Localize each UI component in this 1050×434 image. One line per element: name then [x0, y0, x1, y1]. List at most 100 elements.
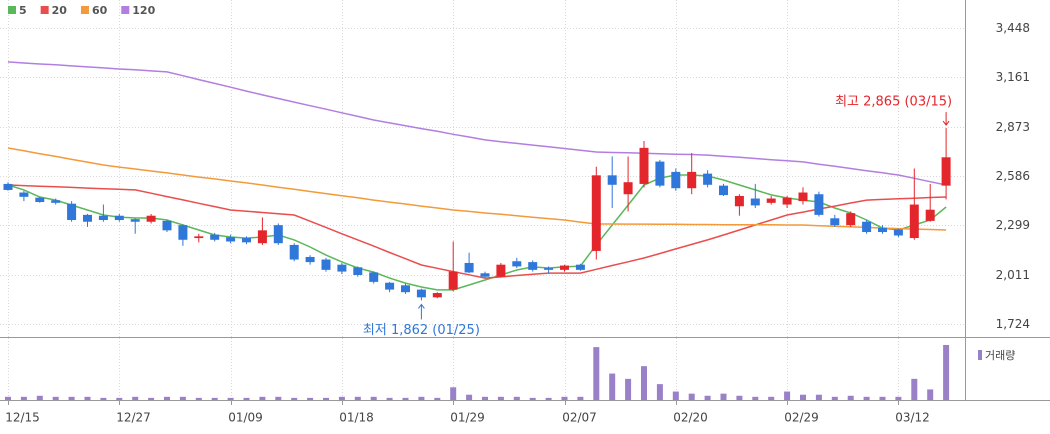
volume-bar	[291, 397, 298, 400]
candle-body	[416, 289, 426, 298]
candle-body	[830, 218, 840, 226]
volume-bar	[386, 397, 393, 400]
volume-bar	[529, 397, 536, 400]
volume-bar	[5, 396, 11, 400]
volume-bar	[307, 397, 314, 400]
volume-bar	[879, 396, 886, 400]
candle-body	[846, 213, 856, 226]
volume-bar	[370, 396, 377, 400]
volume-bar	[720, 393, 727, 400]
candle-body	[35, 197, 45, 202]
candle-body	[719, 185, 728, 196]
volume-bar	[895, 396, 902, 400]
candle-body	[878, 227, 887, 233]
candle-body	[130, 219, 140, 222]
volume-bar	[831, 396, 838, 400]
x-tick-label: 12/15	[5, 411, 40, 425]
candle-body	[19, 192, 29, 197]
y-tick-label: 3,161	[996, 70, 1030, 84]
y-tick-label: 1,724	[996, 317, 1030, 331]
candle-body	[766, 198, 776, 203]
volume-bar	[513, 396, 520, 400]
candle-body	[242, 238, 251, 243]
legend-swatch	[40, 6, 49, 14]
moving-average-line	[7, 61, 947, 186]
volume-bar	[672, 391, 679, 400]
volume-bar	[338, 396, 345, 400]
candle-body	[671, 171, 681, 189]
volume-bar	[545, 397, 552, 400]
candle-body	[146, 215, 156, 222]
volume-bar	[84, 396, 91, 400]
moving-average-line	[7, 184, 947, 279]
volume-bar	[482, 396, 488, 400]
x-tick-label: 02/20	[673, 411, 708, 425]
candle-body	[814, 194, 824, 215]
volume-bar	[402, 397, 409, 400]
candle-body	[925, 209, 935, 221]
candle-body	[528, 262, 538, 270]
volume-bar	[195, 397, 202, 400]
candle-body	[655, 161, 665, 186]
legend-label: 120	[132, 4, 155, 17]
volume-bar	[132, 396, 139, 400]
volume-bar	[943, 345, 950, 400]
volume-bar	[752, 396, 759, 400]
candle-body	[560, 265, 569, 270]
y-tick-label: 2,299	[996, 218, 1030, 232]
candle-body	[623, 182, 633, 195]
candle-body	[51, 200, 61, 203]
volume-bar	[100, 397, 107, 400]
volume-bar	[354, 396, 361, 400]
low-arrow	[418, 303, 425, 320]
x-tick-label: 02/07	[562, 411, 597, 425]
volume-bar	[497, 396, 504, 400]
volume-bar	[243, 397, 250, 400]
y-tick-label: 2,586	[996, 169, 1030, 183]
volume-bar	[164, 396, 170, 400]
candle-body	[480, 273, 490, 277]
candle-body	[432, 293, 442, 298]
volume-legend-swatch	[978, 350, 982, 360]
candle-body	[194, 236, 204, 239]
volume-bar	[641, 366, 647, 400]
volume-legend-label: 거래량	[985, 349, 1015, 362]
volume-bar	[418, 396, 425, 400]
legend-label: 5	[19, 4, 27, 17]
candle-body	[401, 285, 410, 293]
volume-bar	[815, 394, 822, 400]
candle-body	[289, 244, 299, 260]
volume-bar	[927, 389, 934, 400]
candle-body	[544, 268, 554, 270]
y-tick-label: 3,448	[996, 21, 1030, 35]
candle-body	[941, 157, 951, 186]
volume-bar	[577, 396, 584, 400]
candle-body	[448, 271, 458, 290]
candle-body	[114, 215, 124, 221]
volume-bar	[704, 395, 711, 400]
legend-swatch	[8, 6, 16, 14]
volume-bar	[847, 395, 854, 400]
volume-bar	[656, 384, 663, 400]
volume-bar	[466, 394, 473, 400]
candle-body	[67, 203, 77, 221]
candle-body	[512, 261, 522, 267]
volume-bar	[323, 397, 329, 400]
volume-bar	[116, 397, 123, 400]
volume-bar	[561, 396, 568, 400]
candle-body	[750, 198, 760, 206]
candle-body	[909, 204, 919, 239]
high-arrow	[942, 112, 950, 126]
candle-body	[162, 220, 172, 231]
volume-bar	[20, 396, 27, 400]
candle-body	[893, 229, 903, 236]
volume-bar	[68, 396, 75, 400]
candle-body	[464, 262, 474, 273]
volume-bar	[450, 387, 457, 400]
candle-body	[257, 230, 267, 244]
candle-body	[226, 237, 236, 242]
volume-bar	[227, 397, 234, 400]
candle-body	[782, 197, 792, 205]
legend-label: 60	[92, 4, 108, 17]
x-tick-label: 02/29	[784, 411, 819, 425]
